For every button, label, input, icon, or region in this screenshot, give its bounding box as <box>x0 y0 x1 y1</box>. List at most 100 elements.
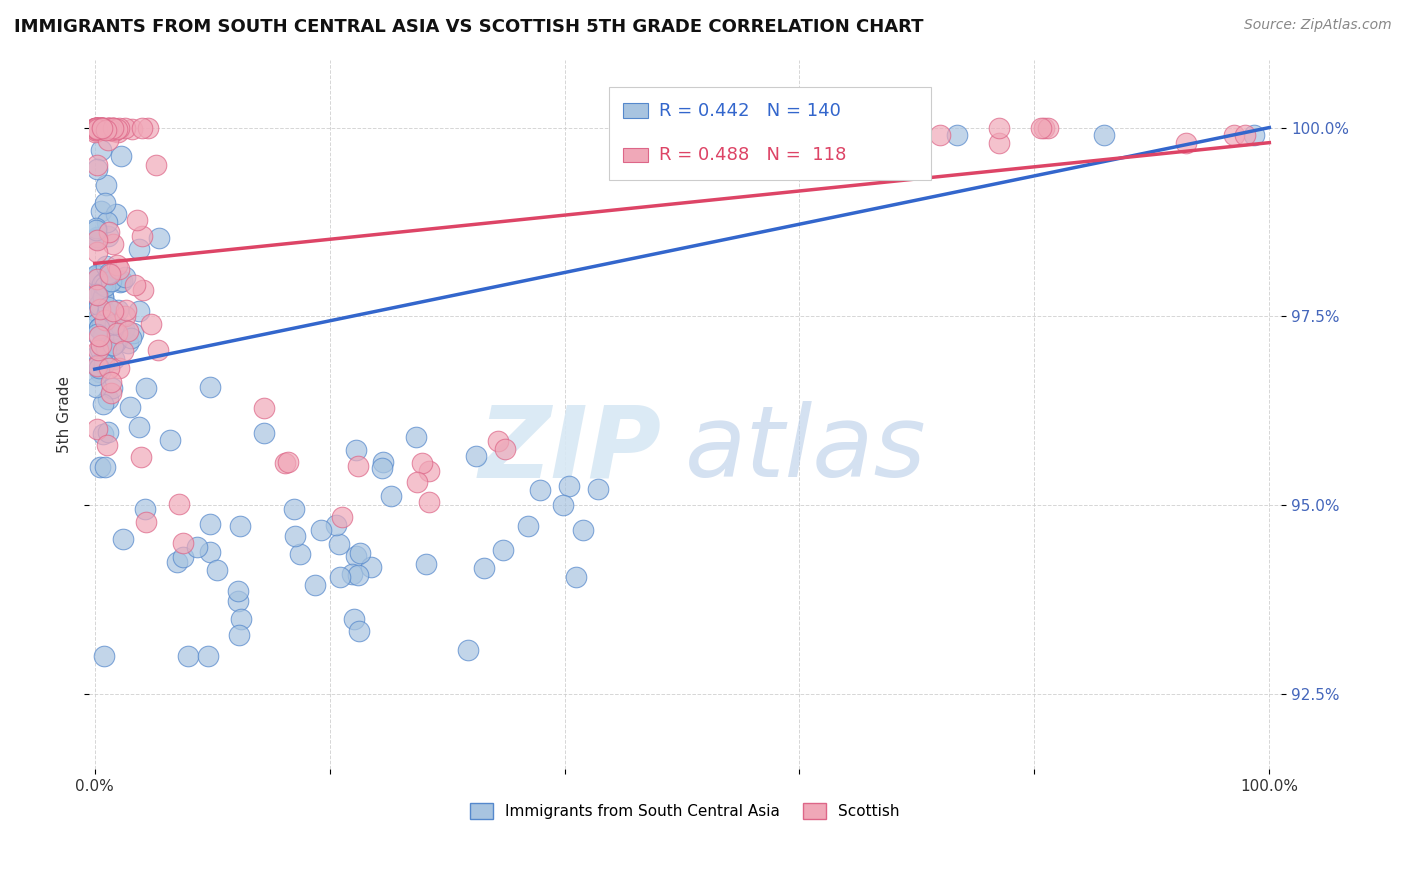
Text: ZIP: ZIP <box>478 401 661 499</box>
Point <box>98 120 121 135</box>
Point <box>86 120 108 135</box>
Point <box>516 519 538 533</box>
Point <box>529 483 551 498</box>
Point <box>328 537 350 551</box>
Legend: Immigrants from South Central Asia, Scottish: Immigrants from South Central Asia, Scot… <box>464 797 905 825</box>
Point <box>86 121 108 136</box>
Point <box>94 121 117 136</box>
Point <box>101 237 124 252</box>
Point <box>129 450 152 465</box>
Point <box>96 215 118 229</box>
Point <box>571 523 593 537</box>
Point <box>283 502 305 516</box>
Point <box>86 230 108 244</box>
Point <box>97 392 120 406</box>
Point <box>87 286 110 301</box>
Point <box>197 648 219 663</box>
Point <box>91 290 114 304</box>
Point <box>586 482 609 496</box>
Point <box>90 277 112 291</box>
Point <box>101 337 124 351</box>
Point <box>93 357 115 371</box>
Point <box>84 268 107 282</box>
Point <box>148 231 170 245</box>
Point <box>94 178 117 192</box>
Point <box>329 569 352 583</box>
Point <box>897 120 920 135</box>
Point <box>89 296 111 310</box>
Point <box>124 278 146 293</box>
Point <box>84 287 107 301</box>
Point <box>104 206 127 220</box>
Point <box>98 267 121 281</box>
Point <box>86 234 108 248</box>
Point <box>304 578 326 592</box>
Point <box>87 321 110 335</box>
Point <box>145 158 167 172</box>
Point <box>87 361 110 376</box>
Point <box>104 335 127 350</box>
Point <box>127 213 149 227</box>
Point <box>96 306 118 320</box>
Point <box>988 136 1011 150</box>
Text: IMMIGRANTS FROM SOUTH CENTRAL ASIA VS SCOTTISH 5TH GRADE CORRELATION CHART: IMMIGRANTS FROM SOUTH CENTRAL ASIA VS SC… <box>14 18 924 36</box>
Point <box>86 358 108 372</box>
Point <box>103 352 125 367</box>
Point <box>90 285 112 300</box>
Point <box>110 149 132 163</box>
Point <box>84 122 107 136</box>
Point <box>100 274 122 288</box>
Point <box>1092 128 1115 142</box>
Point <box>108 275 131 289</box>
Point <box>97 120 120 135</box>
Point <box>84 121 107 136</box>
Point <box>564 570 586 584</box>
Point <box>418 464 440 478</box>
Point <box>380 488 402 502</box>
Point <box>405 430 427 444</box>
Point <box>84 269 107 284</box>
Point <box>98 226 121 240</box>
Point <box>134 502 156 516</box>
Point <box>121 122 143 136</box>
Point <box>340 567 363 582</box>
Point <box>1174 136 1197 150</box>
Point <box>94 313 117 327</box>
Point <box>172 536 194 550</box>
Point <box>117 335 139 350</box>
Point <box>86 158 108 172</box>
Point <box>94 195 117 210</box>
Point <box>114 309 136 323</box>
Point <box>103 120 125 135</box>
Point <box>117 324 139 338</box>
Point <box>347 458 370 473</box>
Point <box>84 317 107 331</box>
Point <box>86 311 108 326</box>
Point <box>330 510 353 524</box>
Point <box>472 561 495 575</box>
Point <box>1222 128 1244 142</box>
Point <box>97 360 120 375</box>
Point <box>97 228 120 243</box>
Point <box>343 612 366 626</box>
Point <box>852 128 875 142</box>
Point <box>186 540 208 554</box>
Point <box>97 133 120 147</box>
Point <box>90 120 112 135</box>
Point <box>111 532 134 546</box>
Point <box>1032 120 1054 135</box>
Point <box>90 120 112 135</box>
Point <box>94 460 117 475</box>
Point <box>346 567 368 582</box>
Point <box>87 121 110 136</box>
Point <box>100 385 122 400</box>
Point <box>101 380 124 394</box>
Point <box>90 204 112 219</box>
Point <box>86 120 108 135</box>
Point <box>93 648 115 663</box>
Point <box>94 123 117 137</box>
Point <box>415 558 437 572</box>
Point <box>103 124 125 138</box>
Point <box>86 120 108 135</box>
Point <box>131 229 153 244</box>
